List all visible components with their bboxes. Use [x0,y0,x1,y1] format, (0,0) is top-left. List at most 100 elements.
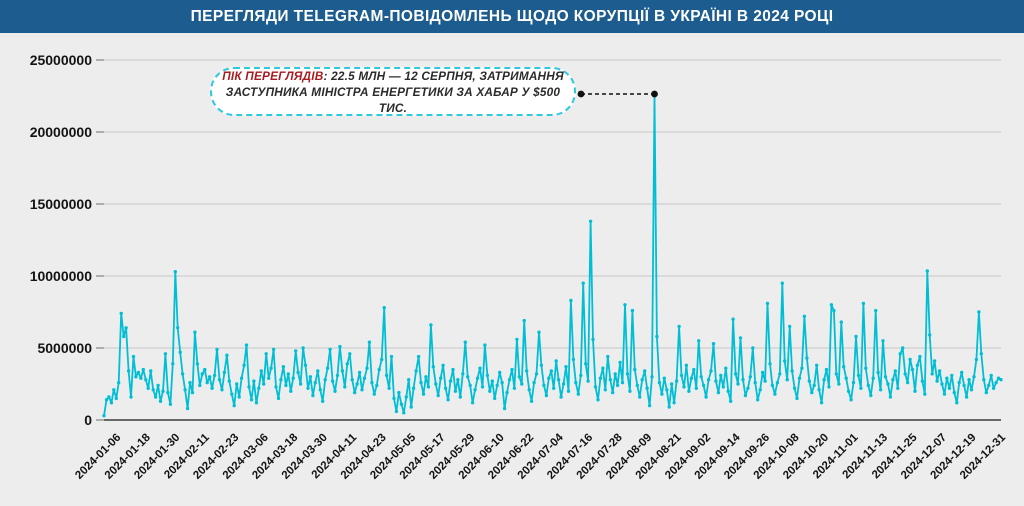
data-point [741,378,745,382]
data-point [416,354,421,359]
data-point [991,386,996,390]
data-point [842,365,846,369]
data-point [709,369,713,373]
data-point [679,373,684,378]
y-tick-label: 15000000 [30,196,93,212]
data-point [640,378,644,382]
data-point [153,395,158,399]
data-point [643,369,647,373]
data-point [989,373,993,378]
data-point [888,395,893,399]
data-point [920,379,925,383]
data-point [979,352,983,356]
data-point [488,389,492,393]
data-point [384,373,389,378]
data-point [547,376,551,380]
annotation-leader-dot-left [577,90,585,98]
data-point [797,376,802,380]
peak-annotation-line1: 22.5 МЛН — 12 СЕРПНЯ, ЗАТРИМАННЯ [331,68,564,83]
data-point [556,378,561,382]
data-point [490,379,494,383]
data-point [932,359,937,363]
data-point [321,399,325,403]
data-point [532,380,536,385]
data-point [638,395,642,399]
data-point [753,380,757,385]
data-point [824,367,829,372]
data-point [937,369,942,373]
peak-annotation-separator: : [323,68,332,83]
data-point [493,396,497,401]
data-point [896,386,900,390]
data-point [498,370,502,375]
data-point [952,390,956,395]
data-point [529,399,534,403]
data-point [443,386,448,390]
data-point [114,396,119,401]
y-tick-label: 0 [84,412,92,428]
peak-annotation-box: ПІК ПЕРЕГЛЯДІВ: 22.5 МЛН — 12 СЕРПНЯ, ЗА… [210,67,576,116]
data-point [298,382,303,386]
data-point [861,301,866,306]
data-point [714,379,718,383]
data-point [525,369,529,373]
data-point [267,376,271,380]
data-point [770,383,775,388]
data-point [733,372,738,376]
data-point [146,386,150,390]
data-point [620,380,625,385]
data-point [355,382,359,386]
data-point [854,334,858,339]
data-point [571,357,576,362]
data-point [778,372,782,376]
data-point [581,281,585,285]
data-point [645,386,649,390]
data-point [967,378,971,382]
data-point [362,376,367,380]
data-point [470,401,475,405]
peak-annotation-text: ПІК ПЕРЕГЛЯДІВ: 22.5 МЛН — 12 СЕРПНЯ, ЗА… [222,68,564,116]
data-point [188,380,192,385]
data-point [628,389,632,393]
data-point [928,333,932,337]
data-point [195,362,200,366]
data-point [227,379,231,383]
data-point [910,367,915,372]
annotation-peak-dot [651,90,658,98]
data-point [672,401,676,405]
data-point [584,362,588,366]
data-point [807,379,811,383]
data-point [109,401,114,405]
y-axis-ticks [96,59,104,421]
data-point [463,340,467,344]
data-point [451,367,455,372]
data-point [119,311,123,316]
data-point [515,337,519,342]
data-point [397,390,401,395]
data-point [748,375,752,379]
data-point [458,395,462,399]
data-point [593,385,598,389]
data-point [183,388,187,392]
data-point [792,386,797,390]
data-point [343,385,347,389]
data-point [866,383,870,388]
data-point [729,399,733,403]
data-point [542,383,546,388]
data-point [650,375,654,379]
data-point [898,352,902,356]
data-point [837,382,841,386]
data-point [564,365,568,369]
data-point [559,395,563,399]
data-point [269,366,273,370]
data-point [375,383,379,388]
data-point [520,382,524,386]
data-point [244,343,249,347]
data-point [340,369,345,373]
data-point [225,353,229,357]
data-point [544,393,549,398]
data-point [849,398,853,402]
data-point [404,395,408,399]
data-point [212,373,217,378]
data-point [955,401,959,405]
